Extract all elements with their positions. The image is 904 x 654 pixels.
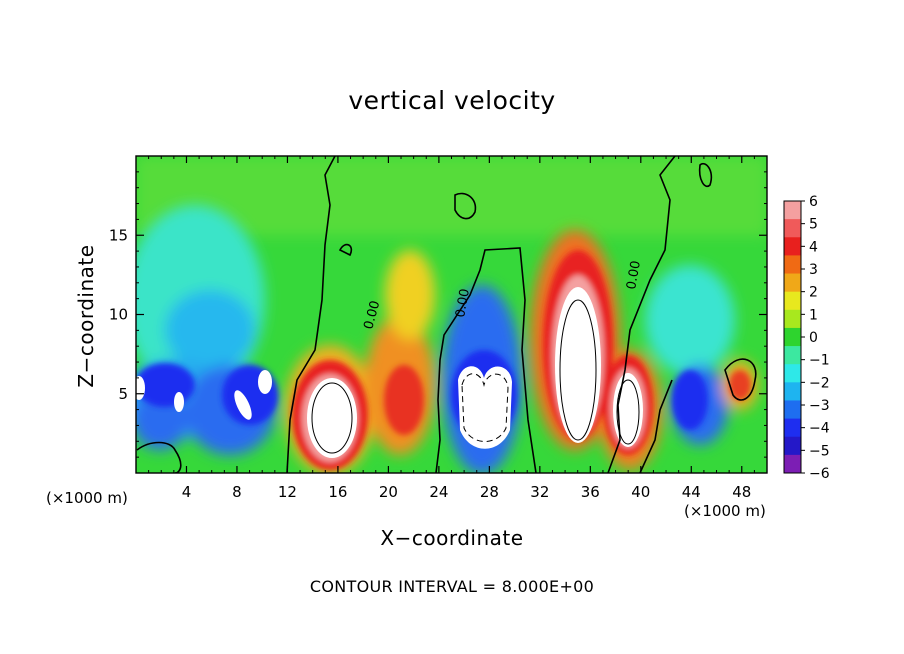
colorbar-swatch (784, 364, 801, 383)
colorbar-tick-label: −4 (809, 421, 830, 437)
colorbar-swatch (784, 418, 801, 438)
x-axis-ticks: 4 8 12 16 20 24 28 32 36 40 44 48 (148, 156, 755, 501)
upper-band (136, 156, 767, 236)
contour-label-1: 0.00 (453, 288, 473, 319)
downdraft-core-5km (174, 392, 184, 412)
contour-interval-note: CONTOUR INTERVAL = 8.000E+00 (309, 577, 595, 596)
inner-contours (311, 299, 640, 454)
updraft-core-16km (307, 378, 357, 458)
colorbar-tick-label: 6 (809, 194, 818, 210)
y-tick-label: 10 (109, 306, 128, 324)
x-tick-label: 16 (328, 483, 347, 501)
colorbar-swatch (784, 273, 801, 293)
x-tick-label: 12 (278, 483, 297, 501)
updraft-core-36km (555, 287, 601, 443)
downdraft-core-28km (458, 366, 512, 449)
colorbar-tick-label: 0 (809, 330, 818, 346)
y-tick-label: 5 (118, 385, 128, 403)
colorbar-tick-label: 1 (809, 307, 818, 323)
colorbar-tick-label: −5 (809, 443, 830, 459)
x-tick-label: 44 (682, 483, 701, 501)
x-tick-label: 48 (732, 483, 751, 501)
colorbar-tick-label: 5 (809, 217, 818, 233)
contour-label-2: 0.00 (624, 260, 644, 291)
x-tick-label: 24 (429, 483, 448, 501)
x-unit-right: (×1000 m) (684, 502, 766, 520)
colorbar-swatch (784, 291, 801, 311)
colorbar-swatch (784, 346, 801, 365)
heatmap-field (136, 156, 767, 473)
x-tick-label: 20 (379, 483, 398, 501)
y-axis-ticks: 5 10 15 (109, 171, 767, 458)
chart-title: vertical velocity (348, 86, 556, 115)
colorbar-tick-label: 2 (809, 285, 818, 301)
x-unit-left: (×1000 m) (46, 489, 128, 507)
zero-contours (136, 156, 757, 473)
colorbar-tick-label: −3 (809, 398, 830, 414)
x-tick-label: 8 (232, 483, 242, 501)
colorbar-tick-label: −2 (809, 375, 830, 391)
downdraft-core-0km (136, 376, 145, 400)
colorbar: 6 5 4 3 2 1 0 −1 −2 −3 −4 −5 −6 (783, 194, 830, 482)
y-tick-label: 15 (109, 226, 128, 244)
y-axis-label: Z−coordinate (74, 244, 98, 388)
colorbar-tick-label: 3 (809, 262, 818, 278)
colorbar-swatch (784, 436, 801, 456)
x-axis-label: X−coordinate (380, 526, 524, 550)
downdraft-core-9km-a (258, 370, 272, 394)
downdraft-core-9km-b (234, 390, 252, 420)
x-tick-label: 32 (530, 483, 549, 501)
colorbar-swatch (784, 309, 801, 329)
x-tick-label: 36 (581, 483, 600, 501)
colorbar-swatch (784, 400, 801, 420)
contour-label-3: 0.00 (361, 299, 383, 331)
colorbar-swatch (784, 219, 801, 238)
x-tick-label: 4 (182, 483, 192, 501)
colorbar-swatch (784, 454, 801, 474)
colorbar-swatch (784, 201, 801, 220)
colorbar-swatch (784, 327, 801, 347)
x-tick-label: 40 (631, 483, 650, 501)
colorbar-tick-label: −1 (809, 353, 830, 369)
colorbar-swatch (784, 255, 801, 275)
x-tick-label: 28 (480, 483, 499, 501)
colorbar-swatch (784, 382, 801, 401)
colorbar-swatch (784, 237, 801, 256)
colorbar-tick-label: −6 (809, 466, 830, 482)
colorbar-tick-label: 4 (809, 239, 818, 255)
